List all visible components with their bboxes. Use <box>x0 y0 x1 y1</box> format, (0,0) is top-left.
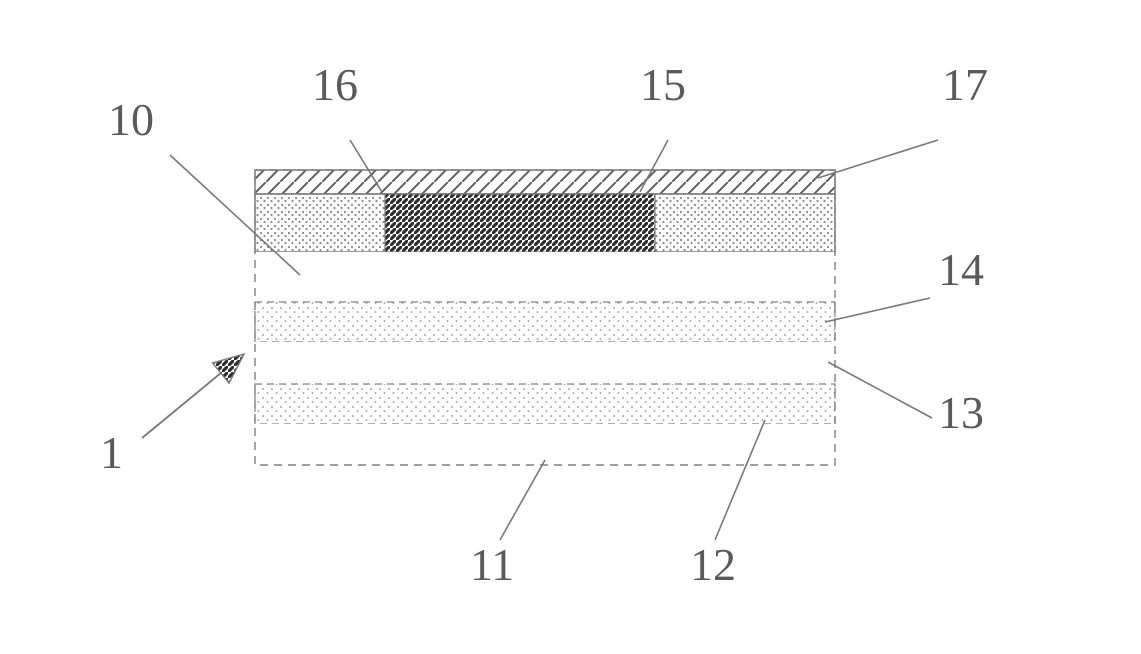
label-11: 11 <box>470 539 514 590</box>
label-10: 10 <box>108 94 154 145</box>
layer-layer12 <box>255 384 835 424</box>
layer-inset-layer15 <box>385 194 655 252</box>
label-12: 12 <box>690 539 736 590</box>
leader-14 <box>825 298 930 322</box>
label-1: 1 <box>100 427 123 478</box>
label-17: 17 <box>942 59 988 110</box>
arrow-head-1 <box>213 354 244 383</box>
label-15: 15 <box>640 59 686 110</box>
label-14: 14 <box>938 244 984 295</box>
leader-13 <box>828 362 932 418</box>
leader-17 <box>818 140 938 178</box>
layer-layer14 <box>255 302 835 342</box>
label-16: 16 <box>312 59 358 110</box>
layer-layer13 <box>255 342 835 384</box>
leader-11 <box>500 460 545 540</box>
label-13: 13 <box>938 387 984 438</box>
layer-layer10 <box>255 252 835 302</box>
layer-layer17 <box>255 170 835 194</box>
